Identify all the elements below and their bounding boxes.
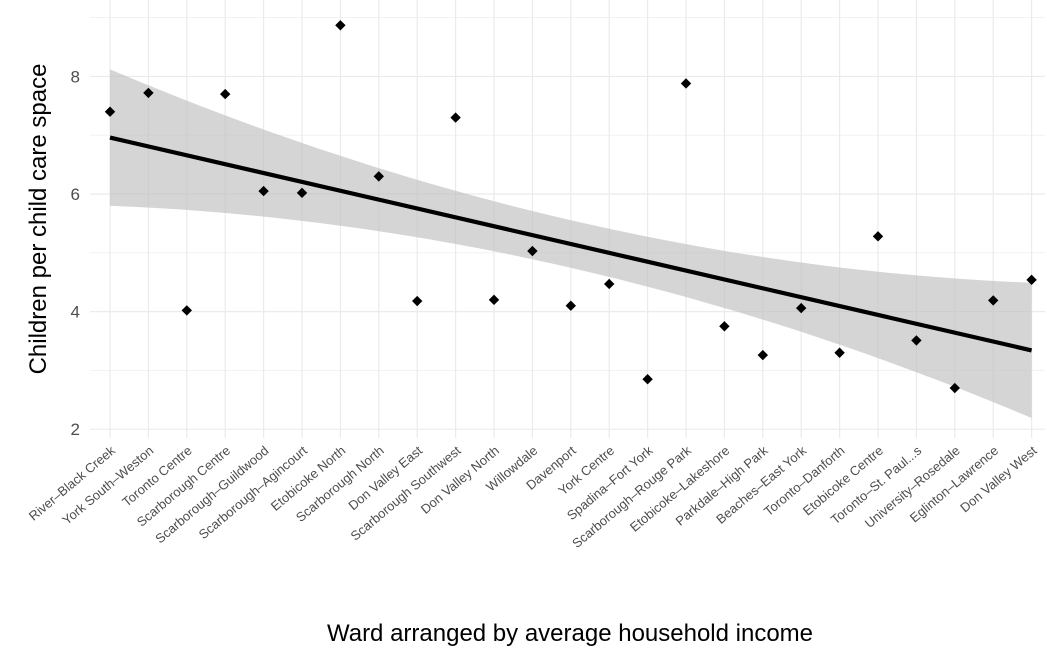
data-point bbox=[642, 374, 653, 385]
grid bbox=[90, 0, 1045, 438]
y-axis-label: Children per child care space bbox=[25, 64, 52, 375]
data-point bbox=[104, 106, 116, 117]
x-axis-label: Ward arranged by average household incom… bbox=[327, 620, 813, 647]
data-point bbox=[796, 302, 807, 314]
y-tick-label: 8 bbox=[71, 67, 80, 86]
data-point bbox=[719, 321, 730, 332]
data-point bbox=[258, 185, 269, 197]
data-point bbox=[604, 278, 615, 290]
trend-line-layer bbox=[109, 135, 1033, 353]
trend-line bbox=[109, 135, 1033, 353]
data-point bbox=[450, 112, 461, 123]
data-point bbox=[527, 245, 538, 257]
data-point bbox=[1026, 274, 1037, 286]
data-point bbox=[872, 231, 884, 242]
data-point bbox=[834, 347, 845, 358]
data-point bbox=[412, 295, 423, 307]
data-point bbox=[335, 20, 346, 31]
points-layer bbox=[104, 20, 1037, 394]
data-point bbox=[488, 294, 500, 306]
y-tick-label: 6 bbox=[71, 185, 80, 204]
y-tick-label: 4 bbox=[71, 303, 80, 322]
y-tick-labels: 2 4 6 8 bbox=[71, 67, 80, 439]
data-point bbox=[565, 300, 576, 311]
data-point bbox=[988, 295, 999, 306]
y-tick-label: 2 bbox=[71, 420, 80, 439]
data-point bbox=[949, 382, 960, 394]
data-point bbox=[680, 78, 692, 89]
data-point bbox=[143, 87, 154, 99]
data-point bbox=[757, 349, 768, 361]
data-point bbox=[911, 335, 922, 346]
data-point bbox=[220, 88, 231, 100]
data-point bbox=[296, 187, 308, 199]
data-point bbox=[373, 171, 384, 182]
data-point bbox=[181, 305, 192, 316]
